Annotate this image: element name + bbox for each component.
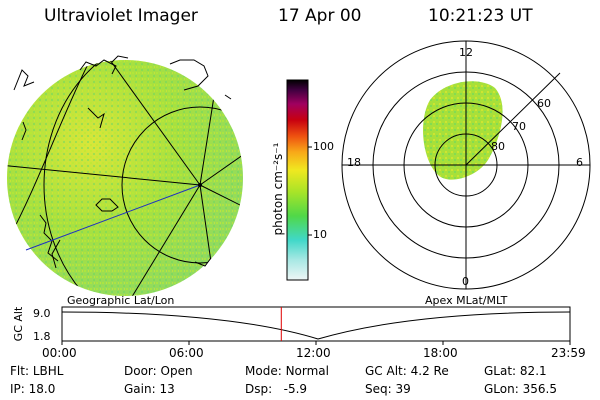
time-tick-1800: 18:00 xyxy=(423,346,458,360)
geographic-map-label: Geographic Lat/Lon xyxy=(67,294,175,307)
status-glon: GLon: 356.5 xyxy=(484,382,557,396)
altitude-tick-1-8: 1.8 xyxy=(33,330,51,343)
mlt-label-6: 6 xyxy=(576,156,583,169)
mlat-label-70: 70 xyxy=(512,120,526,133)
status-filter: Flt: LBHL xyxy=(10,364,64,378)
mlt-label-12: 12 xyxy=(459,46,473,59)
mlat-label-80: 80 xyxy=(491,140,505,153)
colorbar-tick-100: 100 xyxy=(313,140,334,153)
time-tick-0600: 06:00 xyxy=(169,346,204,360)
status-gain: Gain: 13 xyxy=(124,382,175,396)
time-tick-0000: 00:00 xyxy=(42,346,77,360)
mlt-label-18: 18 xyxy=(347,156,361,169)
altitude-axis-label: GC Alt xyxy=(12,306,25,342)
status-mode: Mode: Normal xyxy=(245,364,329,378)
apex-map-label: Apex MLat/MLT xyxy=(425,294,508,307)
status-door: Door: Open xyxy=(124,364,193,378)
instrument-title: Ultraviolet Imager xyxy=(44,6,198,26)
status-seq: Seq: 39 xyxy=(365,382,411,396)
status-gc-alt: GC Alt: 4.2 Re xyxy=(365,364,449,378)
time-tick-2359: 23:59 xyxy=(551,346,586,360)
mlat-label-60: 60 xyxy=(537,97,551,110)
status-ip: IP: 18.0 xyxy=(10,382,56,396)
status-glat: GLat: 82.1 xyxy=(484,364,547,378)
mlt-label-0: 0 xyxy=(462,275,469,288)
image-date: 17 Apr 00 xyxy=(278,6,362,26)
altitude-tick-9: 9.0 xyxy=(33,307,51,320)
time-tick-1200: 12:00 xyxy=(296,346,331,360)
colorbar-tick-10: 10 xyxy=(313,228,327,241)
image-time: 10:21:23 UT xyxy=(428,6,533,26)
status-dsp: Dsp: -5.9 xyxy=(245,382,308,396)
